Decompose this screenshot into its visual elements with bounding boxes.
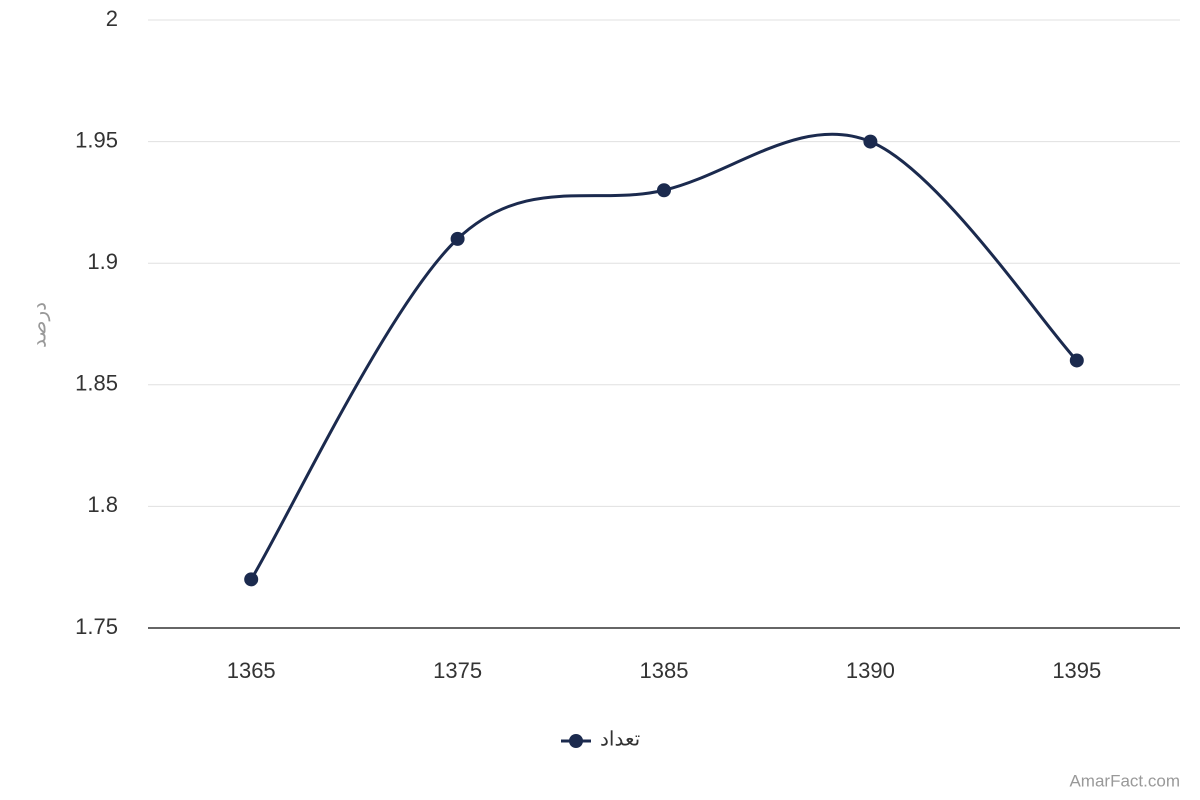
- y-tick-label: 1.75: [75, 614, 118, 639]
- point: [657, 183, 671, 198]
- point: [244, 572, 259, 587]
- x-tick-label: 1395: [1052, 658, 1101, 683]
- point: [450, 231, 465, 246]
- x-tick-label: 1365: [227, 658, 276, 683]
- x-tick-label: 1375: [433, 658, 482, 683]
- y-tick-label: 1.95: [75, 127, 118, 152]
- y-tick-label: 1.9: [87, 249, 118, 274]
- legend-marker: [569, 734, 583, 748]
- point: [863, 134, 878, 149]
- y-tick-label: 2: [106, 6, 118, 31]
- point: [1069, 353, 1084, 368]
- line: [249, 132, 1078, 581]
- x-tick-label: 1385: [640, 658, 689, 683]
- x-tick-label: 1390: [846, 658, 895, 683]
- legend-label: تعداد: [600, 728, 640, 750]
- y-tick-label: 1.85: [75, 371, 118, 396]
- credit: AmarFact.com: [1069, 771, 1180, 790]
- y-tick-label: 1.8: [87, 492, 118, 517]
- y-axis-label: درصد: [28, 302, 50, 348]
